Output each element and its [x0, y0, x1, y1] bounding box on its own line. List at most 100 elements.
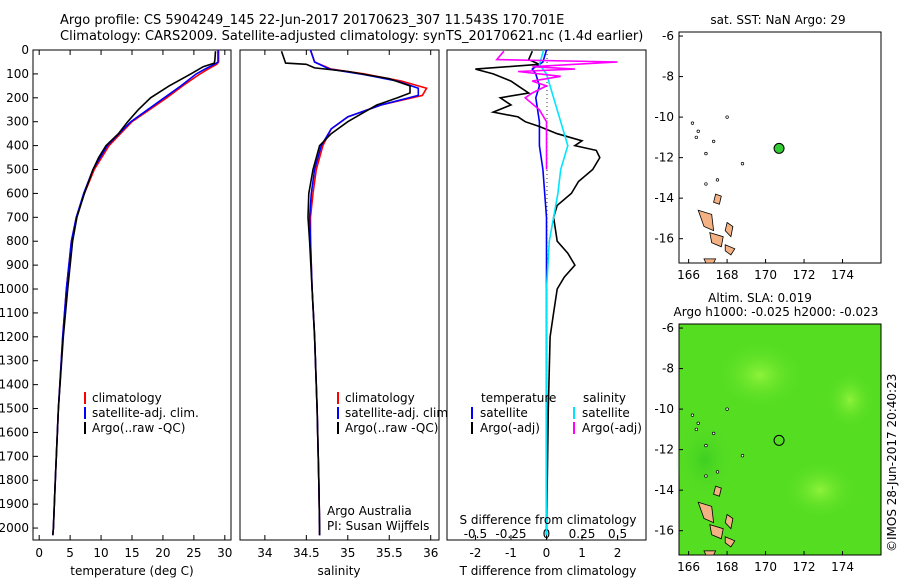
x-tick-label: 35.5	[376, 546, 403, 560]
islet	[715, 178, 720, 182]
sst-map-panel: sat. SST: NaN Argo: 29 166 168 170 172 174 -6…	[654, 13, 882, 282]
island	[724, 536, 736, 548]
difference-series	[475, 49, 618, 536]
map-y-tick-label: -8	[662, 70, 674, 84]
salinity-legend: climatology satellite-adj. clim. Argo(..…	[337, 391, 452, 435]
y-tick-label: 1400	[0, 378, 29, 392]
y-tick-label: 600	[6, 186, 29, 200]
sla-low-patch	[675, 420, 735, 500]
islet	[725, 407, 729, 411]
x-tick-label: 20	[155, 546, 170, 560]
map-y-tick-label: -14	[654, 483, 674, 497]
sst-map-title: sat. SST: NaN Argo: 29	[710, 13, 845, 27]
islet	[690, 121, 695, 125]
legend-header-salinity: salinity	[583, 391, 626, 405]
map-x-tick-label: 168	[716, 560, 739, 574]
y-tick-label: 800	[6, 234, 29, 248]
temperature-x-label: temperature (deg C)	[70, 564, 193, 578]
map-x-tick-label: 166	[677, 560, 700, 574]
legend-label-argo: Argo(..raw -QC)	[345, 421, 438, 435]
y-tick-label: 100	[6, 67, 29, 81]
y-tick-label: 1100	[0, 306, 29, 320]
legend-label-t-satellite: satellite	[480, 406, 528, 420]
island	[709, 524, 724, 540]
islet	[696, 421, 700, 425]
header-line-1: Argo profile: CS 5904249_145 22-Jun-2017…	[60, 13, 564, 28]
land-islands	[690, 115, 745, 264]
x-tick-label: 5	[66, 546, 74, 560]
map-y-tick-label: -8	[662, 362, 674, 376]
imos-credit: ©IMOS 28-Jun-2017 20:40:23	[885, 374, 899, 552]
islet	[704, 151, 708, 156]
depth-axis: 0 100 200 300 400 500 600 700 800 900 1000 1100 1200…	[0, 43, 451, 535]
map-y-tick-label: -12	[654, 443, 674, 457]
island	[703, 550, 717, 556]
series-line-argo-raw-qc-	[52, 51, 217, 536]
float-marker	[773, 434, 785, 446]
map-y-tick-label: -16	[654, 232, 674, 246]
x-tick-label: 36	[423, 546, 438, 560]
sst-map-axes: 166 168 170 172 174 -6 -8 -10 -12 -14 -16	[654, 29, 854, 282]
y-tick-label: 1500	[0, 402, 29, 416]
y-tick-label: 1800	[0, 473, 29, 487]
y-tick-label: 300	[6, 115, 29, 129]
island	[713, 193, 722, 205]
float-position-marker	[773, 434, 785, 446]
y-tick-label: 500	[6, 163, 29, 177]
islet	[694, 427, 698, 432]
y-tick-label: 900	[6, 258, 29, 272]
legend-label-t-argo: Argo(-adj)	[480, 421, 540, 435]
s-tick-label: 0.5	[608, 527, 627, 541]
salinity-x-label: salinity	[317, 564, 360, 578]
salinity-plot-frame	[239, 49, 440, 541]
y-tick-label: 700	[6, 210, 29, 224]
x-tick-label: -2	[469, 546, 481, 560]
x-tick-label: 0	[543, 546, 551, 560]
x-tick-label: 2	[614, 546, 622, 560]
y-tick-label: 1700	[0, 449, 29, 463]
island	[713, 485, 722, 497]
series-line-argo-raw-qc-	[280, 50, 411, 536]
islet	[704, 182, 708, 186]
header-line-2: Climatology: CARS2009. Satellite-adjuste…	[60, 29, 643, 44]
sla-high-patch	[715, 340, 805, 410]
salinity-panel: 34 34.5 35 35.5 36 climatology satellite-adj…	[239, 49, 452, 578]
map-x-tick-label: 172	[793, 560, 816, 574]
sla-map-axes: 166 168 170 172 174 -6 -8 -10 -12 -14 -16	[654, 321, 854, 574]
sla-high-patch	[825, 370, 875, 430]
temperature-legend: climatology satellite-adj. clim. Argo(..…	[84, 391, 199, 435]
land-islands	[690, 407, 745, 556]
legend-label-satellite-adj: satellite-adj. clim.	[92, 406, 199, 420]
map-x-tick-label: 174	[831, 268, 854, 282]
islet	[696, 129, 700, 133]
island	[724, 244, 736, 256]
difference-x-label: T difference from climatology	[459, 564, 637, 578]
sla-map-panel: Altim. SLA: 0.019 Argo h1000: -0.025 h20…	[654, 291, 882, 574]
salinity-series	[280, 49, 428, 536]
x-tick-label: 35	[340, 546, 355, 560]
legend-label-s-satellite: satellite	[582, 406, 630, 420]
island	[703, 258, 717, 264]
x-tick-label: 34.5	[293, 546, 320, 560]
x-tick-label: -1	[505, 546, 517, 560]
legend-label-climatology: climatology	[345, 391, 415, 405]
islet	[704, 443, 708, 448]
temperature-series	[52, 50, 220, 536]
s-tick-label: 0.25	[569, 527, 596, 541]
y-tick-label: 0	[21, 43, 29, 57]
s-tick-label: -0.5	[464, 527, 487, 541]
map-y-tick-label: -16	[654, 524, 674, 538]
x-tick-label: 30	[217, 546, 232, 560]
map-y-tick-label: -12	[654, 151, 674, 165]
map-x-tick-label: 172	[793, 268, 816, 282]
map-y-tick-label: -14	[654, 191, 674, 205]
island	[697, 501, 715, 524]
annotation-pi: PI: Susan Wijffels	[327, 519, 429, 533]
s-tick-label: -0.25	[495, 527, 526, 541]
map-y-tick-label: -10	[654, 110, 674, 124]
y-tick-label: 1200	[0, 330, 29, 344]
difference-panel: -2 -1 0 1 2-0.5 -0.25 0 0.25 0.5 temperature sal…	[446, 49, 647, 578]
map-x-tick-label: 174	[831, 560, 854, 574]
legend-label-satellite-adj: satellite-adj. clim.	[345, 406, 452, 420]
